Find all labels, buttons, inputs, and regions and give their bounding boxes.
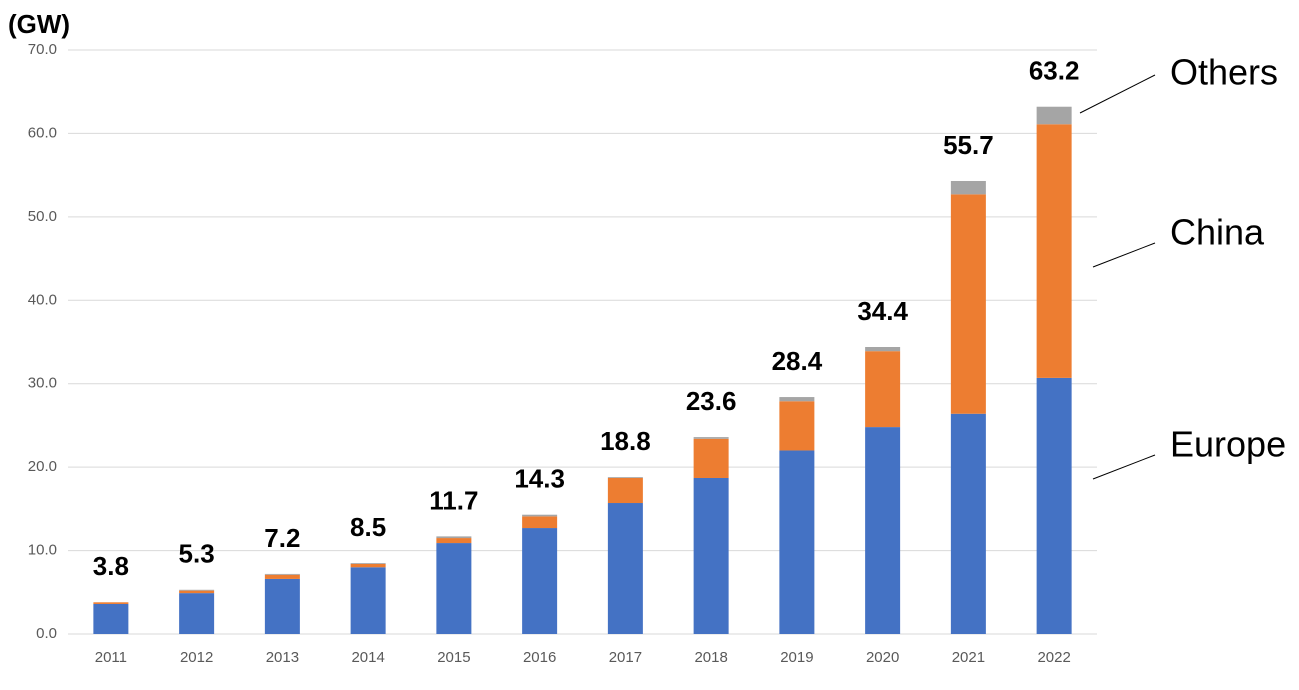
leader-line [1092, 242, 1156, 268]
bar-segment [179, 590, 215, 594]
leader-line [1079, 74, 1156, 114]
bar-segment [693, 438, 729, 478]
x-tick-label: 2019 [780, 649, 813, 666]
y-tick-label: 70.0 [28, 41, 57, 58]
x-tick-label: 2015 [437, 649, 470, 666]
total-label: 5.3 [179, 539, 215, 569]
bar-segment [436, 536, 472, 539]
bar-segment [179, 593, 215, 634]
bar-segment [865, 427, 901, 634]
bar-segment [607, 477, 643, 478]
y-tick-label: 20.0 [28, 458, 57, 475]
y-tick-label: 0.0 [36, 625, 57, 642]
bar-segment [179, 589, 215, 591]
bar-segment [522, 528, 558, 634]
total-label: 63.2 [1029, 56, 1080, 86]
y-axis-label: (GW) [8, 9, 70, 39]
bar-segment [950, 194, 986, 414]
bar-segment [865, 347, 901, 352]
total-label: 55.7 [943, 130, 994, 160]
x-tick-label: 2017 [609, 649, 642, 666]
bar-segment [522, 516, 558, 529]
total-label: 11.7 [429, 485, 478, 515]
total-label: 3.8 [93, 551, 129, 581]
bar-segment [950, 180, 986, 195]
total-label: 7.2 [264, 523, 300, 553]
bar-segment [350, 567, 386, 634]
bar-segment [522, 514, 558, 517]
bar-segment [1036, 377, 1072, 634]
legend-label: China [1170, 212, 1265, 253]
y-tick-label: 40.0 [28, 291, 57, 308]
x-tick-label: 2021 [952, 649, 985, 666]
y-tick-label: 30.0 [28, 375, 57, 392]
bar-segment [779, 401, 815, 451]
bar-segment [264, 574, 300, 579]
bar-segment [950, 413, 986, 634]
x-tick-label: 2011 [95, 649, 127, 666]
y-tick-label: 60.0 [28, 124, 57, 141]
x-tick-label: 2012 [180, 649, 213, 666]
bar-segment [350, 563, 386, 564]
bar-segment [607, 477, 643, 504]
bar-segment [693, 477, 729, 634]
leader-line [1092, 454, 1156, 480]
bar-segment [436, 538, 472, 544]
y-tick-label: 50.0 [28, 208, 57, 225]
total-label: 34.4 [857, 296, 908, 326]
x-tick-label: 2014 [351, 649, 384, 666]
total-label: 23.6 [686, 386, 737, 416]
x-tick-label: 2022 [1037, 649, 1070, 666]
bar-segment [779, 450, 815, 634]
x-tick-label: 2020 [866, 649, 899, 666]
x-tick-label: 2018 [694, 649, 727, 666]
bar-segment [93, 602, 129, 604]
bar-segment [93, 603, 129, 634]
x-tick-label: 2013 [266, 649, 299, 666]
total-label: 28.4 [772, 346, 823, 376]
legend-label: Europe [1170, 424, 1286, 465]
y-tick-label: 10.0 [28, 542, 57, 559]
bar-segment [607, 503, 643, 634]
bar-segment [264, 573, 300, 575]
total-label: 8.5 [350, 512, 386, 542]
bar-segment [779, 397, 815, 402]
bar-segment [1036, 106, 1072, 125]
bar-segment [436, 543, 472, 634]
total-label: 18.8 [600, 426, 651, 456]
total-label: 14.3 [514, 464, 565, 494]
x-tick-label: 2016 [523, 649, 556, 666]
bar-segment [693, 437, 729, 439]
bar-segment [1036, 124, 1072, 378]
bar-segment [264, 578, 300, 634]
legend-label: Others [1170, 52, 1278, 93]
bar-segment [865, 351, 901, 428]
bar-segment [350, 563, 386, 568]
